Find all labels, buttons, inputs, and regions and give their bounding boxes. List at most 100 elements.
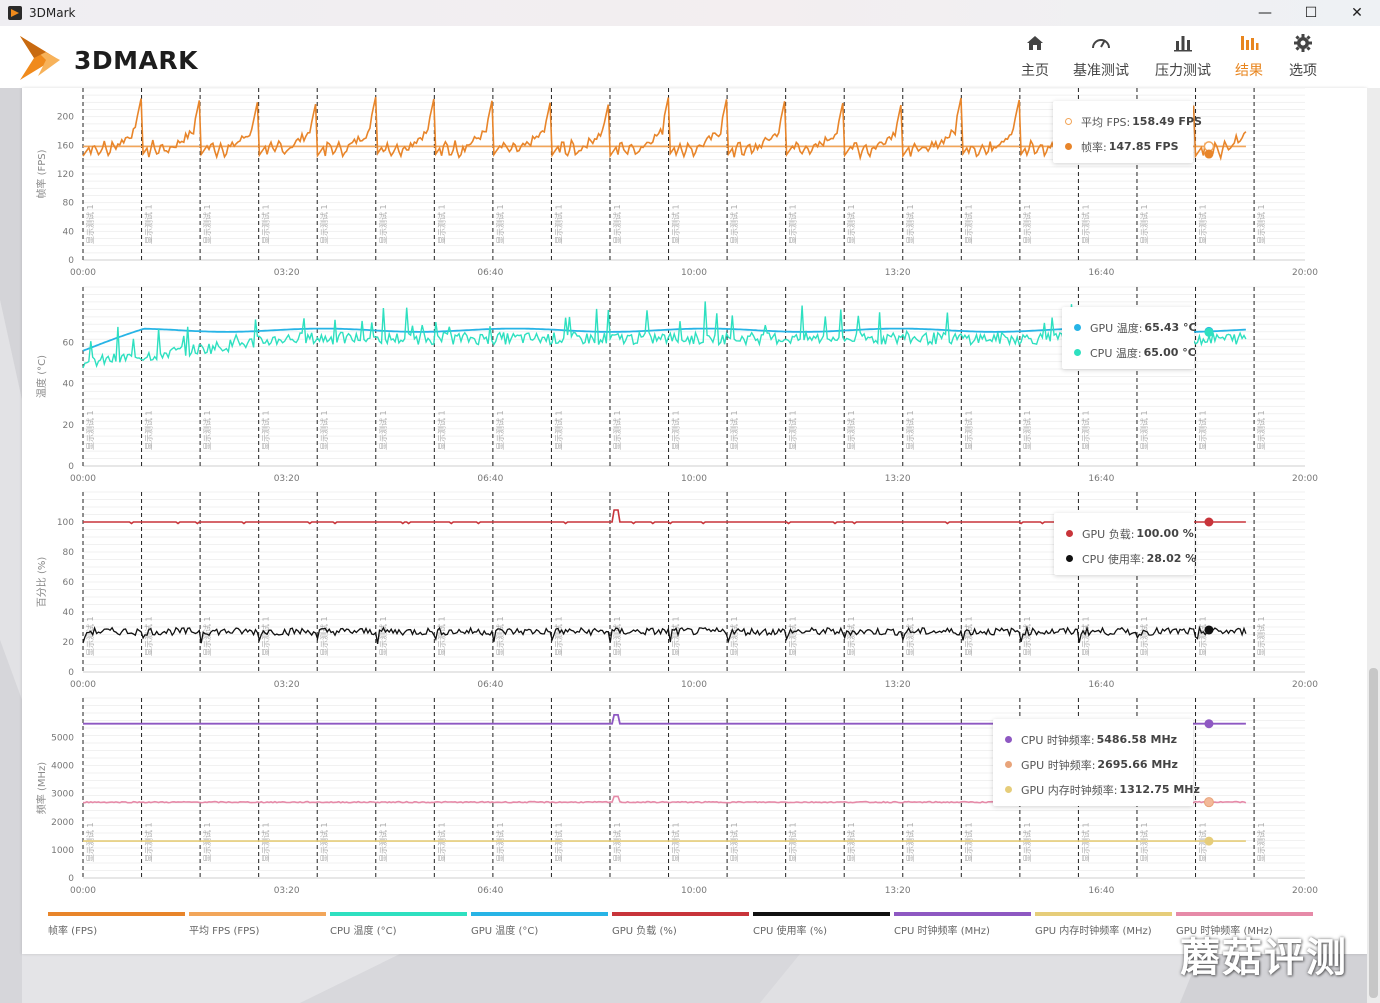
test-marker-label: 显示测试 1 (261, 410, 271, 450)
test-marker-label: 显示测试 1 (436, 204, 446, 244)
series-legend-swatch[interactable] (753, 912, 890, 916)
test-marker-label: 显示测试 1 (671, 204, 681, 244)
x-tick-label: 16:40 (1088, 268, 1114, 278)
test-marker-label: 显示测试 1 (1256, 822, 1266, 862)
test-marker-label: 显示测试 1 (495, 822, 505, 862)
x-tick-label: 03:20 (274, 886, 300, 896)
y-tick-label: 100 (57, 518, 74, 528)
legend-value: 65.00 °C (1143, 346, 1196, 359)
nav-stress-tests-label: 压力测试 (1155, 63, 1211, 79)
test-marker-label: 显示测试 1 (846, 410, 856, 450)
series-legend-label[interactable]: CPU 使用率 (%) (753, 926, 827, 937)
close-button[interactable]: ✕ (1351, 5, 1363, 21)
test-marker-label: 显示测试 1 (729, 410, 739, 450)
test-marker-label: 显示测试 1 (1256, 204, 1266, 244)
legend-dot-icon (1065, 143, 1072, 150)
x-tick-label: 13:20 (885, 268, 911, 278)
series-legend-label[interactable]: 平均 FPS (FPS) (189, 926, 260, 937)
cpu-usage-line (82, 625, 1247, 645)
minimize-button[interactable]: — (1258, 5, 1272, 21)
nav-options[interactable]: 选项 (1288, 32, 1318, 84)
test-marker-label: 显示测试 1 (905, 410, 915, 450)
percentage-legend: GPU 负载: 100.00 % CPU 使用率: 28.02 % (1054, 513, 1196, 575)
gpu-load-line (83, 509, 1246, 525)
nav-results[interactable]: 结果 (1234, 32, 1264, 84)
series-legend-swatch[interactable] (48, 912, 185, 916)
test-marker-label: 显示测试 1 (905, 616, 915, 656)
test-marker-label: 显示测试 1 (612, 410, 622, 450)
test-marker-label: 显示测试 1 (612, 204, 622, 244)
test-marker-label: 显示测试 1 (553, 822, 563, 862)
series-legend-label[interactable]: GPU 温度 (°C) (471, 926, 539, 937)
test-marker-label: 显示测试 1 (1022, 204, 1032, 244)
clock-legend: CPU 时钟频率: 5486.58 MHz GPU 时钟频率: 2695.66 M… (993, 719, 1200, 806)
legend-dot-icon (1005, 786, 1012, 793)
test-marker-label: 显示测试 1 (963, 822, 973, 862)
nav-home[interactable]: 主页 (1020, 32, 1050, 84)
test-marker-label: 显示测试 1 (963, 204, 973, 244)
legend-value: 2695.66 MHz (1097, 758, 1178, 771)
scrollbar[interactable] (1367, 88, 1380, 1003)
series-legend-swatch[interactable] (471, 912, 608, 916)
y-axis-label: 百分比 (%) (36, 557, 48, 608)
window-title: 3DMark (29, 6, 76, 20)
y-tick-label: 40 (63, 608, 75, 618)
nav-benchmarks[interactable]: 基准测试 (1070, 32, 1132, 84)
series-legend-label[interactable]: CPU 温度 (°C) (330, 926, 397, 937)
test-marker-label: 显示测试 1 (729, 204, 739, 244)
series-legend-label[interactable]: GPU 内存时钟频率 (MHz) (1035, 926, 1152, 937)
3dmark-logo[interactable]: 3DMARK (16, 32, 216, 84)
logo-mark-icon (20, 36, 60, 80)
x-tick-label: 13:20 (885, 680, 911, 690)
y-tick-label: 1000 (51, 846, 74, 856)
legend-row: GPU 时钟频率: 2695.66 MHz (1005, 752, 1181, 777)
y-tick-label: 4000 (51, 762, 74, 772)
test-marker-label: 显示测试 1 (436, 822, 446, 862)
series-legend-label[interactable]: CPU 时钟频率 (MHz) (894, 926, 990, 937)
test-marker-label: 显示测试 1 (671, 410, 681, 450)
nav-benchmarks-label: 基准测试 (1073, 63, 1129, 79)
y-tick-label: 40 (63, 380, 75, 390)
series-legend-swatch[interactable] (1035, 912, 1172, 916)
test-marker-label: 显示测试 1 (319, 616, 329, 656)
scrollbar-thumb[interactable] (1369, 668, 1378, 998)
series-legend-label[interactable]: GPU 负载 (%) (612, 926, 677, 937)
nav-home-label: 主页 (1021, 63, 1049, 79)
cpu-temp-line (82, 301, 1247, 369)
gpu-temp-line (82, 327, 1246, 352)
series-legend-swatch[interactable] (1176, 912, 1313, 916)
x-tick-label: 10:00 (681, 886, 707, 896)
y-tick-label: 80 (63, 548, 75, 558)
x-tick-label: 00:00 (70, 886, 96, 896)
fps-legend: 平均 FPS: 158.49 FPS 帧率: 147.85 FPS (1053, 101, 1202, 163)
series-legend-swatch[interactable] (330, 912, 467, 916)
nav-results-label: 结果 (1235, 63, 1263, 79)
series-legend-label[interactable]: 帧率 (FPS) (48, 926, 98, 937)
test-marker-label: 显示测试 1 (1256, 616, 1266, 656)
test-marker-label: 显示测试 1 (319, 822, 329, 862)
legend-value: 100.00 % (1136, 527, 1194, 540)
series-legend-swatch[interactable] (612, 912, 749, 916)
x-tick-label: 16:40 (1088, 474, 1114, 484)
test-marker-label: 显示测试 1 (144, 410, 154, 450)
series-legend-swatch[interactable] (189, 912, 326, 916)
legend-value: 5486.58 MHz (1096, 733, 1178, 746)
series-legend-label[interactable]: GPU 时钟频率 (MHz) (1176, 926, 1273, 937)
series-legend-swatch[interactable] (894, 912, 1031, 916)
test-marker-label: 显示测试 1 (261, 204, 271, 244)
x-tick-label: 20:00 (1292, 680, 1318, 690)
legend-label: GPU 温度: (1090, 321, 1143, 335)
test-marker-label: 显示测试 1 (553, 204, 563, 244)
gpu-load-point (1204, 517, 1214, 527)
x-tick-label: 06:40 (477, 680, 503, 690)
x-tick-label: 20:00 (1292, 474, 1318, 484)
test-marker-label: 显示测试 1 (1139, 410, 1149, 450)
maximize-button[interactable]: ☐ (1304, 5, 1318, 21)
nav-stress-tests[interactable]: 压力测试 (1152, 32, 1214, 84)
test-marker-label: 显示测试 1 (378, 616, 388, 656)
test-marker-label: 显示测试 1 (319, 410, 329, 450)
test-marker-label: 显示测试 1 (1080, 616, 1090, 656)
x-tick-label: 10:00 (681, 680, 707, 690)
x-tick-label: 06:40 (477, 886, 503, 896)
test-marker-label: 显示测试 1 (319, 204, 329, 244)
